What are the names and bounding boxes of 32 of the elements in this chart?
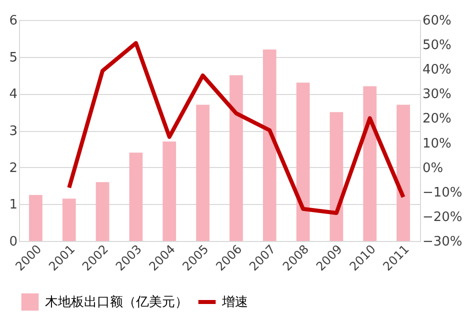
bar xyxy=(230,75,243,241)
y2-tick-label: 10% xyxy=(422,136,452,152)
bar xyxy=(330,112,344,241)
y2-tick-label: 0% xyxy=(422,160,444,176)
y2-tick-label: −30% xyxy=(422,234,462,250)
y2-tick-label: 50% xyxy=(422,38,452,54)
line-series xyxy=(67,41,406,216)
bar xyxy=(363,86,377,241)
bar xyxy=(162,142,176,241)
y-tick-label: 4 xyxy=(9,87,18,102)
bar xyxy=(29,194,42,241)
bar xyxy=(296,82,310,241)
y2-tick-label: 40% xyxy=(422,62,452,78)
legend-label: 增速 xyxy=(221,295,248,310)
y2-tick-label: 30% xyxy=(422,87,452,102)
bar xyxy=(396,104,410,241)
y-tick-label: 6 xyxy=(9,14,18,28)
bar xyxy=(129,152,143,241)
y2-tick-label: −20% xyxy=(422,210,462,225)
y2-tick-label: 20% xyxy=(422,112,452,127)
y-tick-label: 3 xyxy=(9,124,18,139)
y-tick-label: 5 xyxy=(9,50,18,66)
y2-tick-label: 60% xyxy=(422,14,452,28)
y-tick-label: 1 xyxy=(9,198,18,213)
bar xyxy=(62,198,76,241)
y-tick-label: 2 xyxy=(9,160,18,176)
legend-label: 木地板出口额（亿美元） xyxy=(45,294,188,310)
bar xyxy=(96,182,110,241)
y2-tick-label: −10% xyxy=(422,185,462,200)
bar xyxy=(262,49,276,241)
bar xyxy=(196,104,210,241)
y-tick-label: 0 xyxy=(9,234,18,250)
